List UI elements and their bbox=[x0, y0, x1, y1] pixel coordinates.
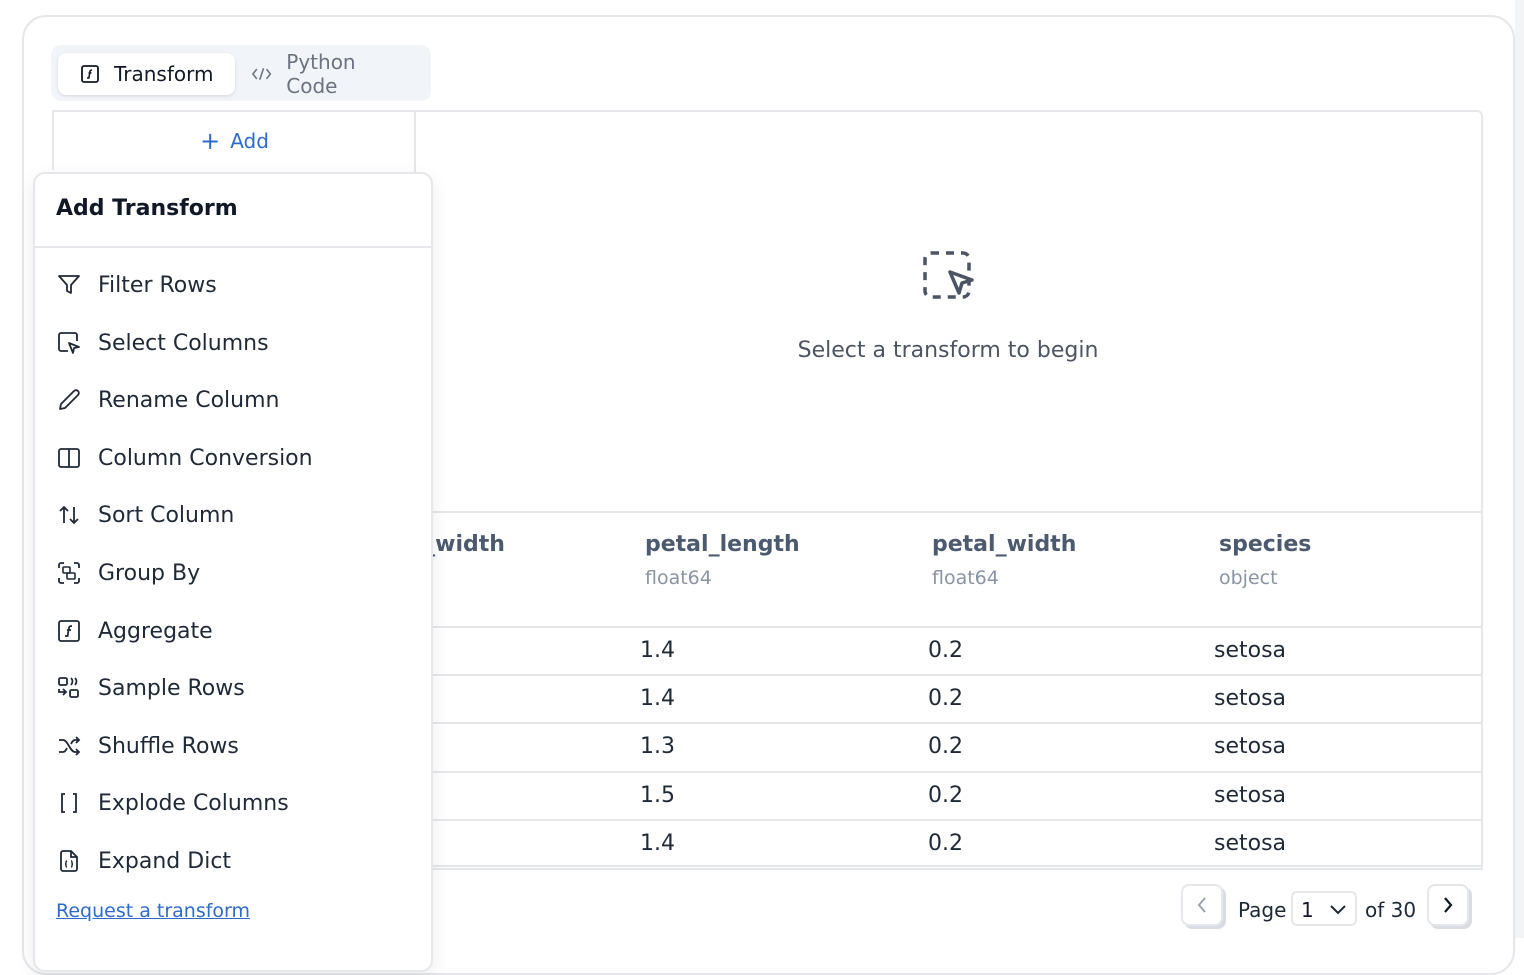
column-type: object bbox=[1219, 567, 1278, 589]
column-type: float64 bbox=[645, 567, 712, 589]
table-header-border bbox=[415, 511, 1482, 513]
column-type: float64 bbox=[932, 567, 999, 589]
table-row: 1.4 0.2 setosa bbox=[415, 674, 1482, 722]
brackets-icon bbox=[61, 793, 77, 813]
page-select[interactable]: 1 bbox=[1291, 891, 1357, 926]
pencil-icon bbox=[59, 389, 80, 410]
column-header[interactable]: petal_length bbox=[645, 532, 800, 557]
dropdown-title: Add Transform bbox=[56, 196, 238, 221]
table-row: 1.5 0.2 setosa bbox=[415, 771, 1482, 819]
scrollbar-track[interactable] bbox=[1515, 0, 1524, 938]
dashed-select-cursor-icon bbox=[923, 251, 974, 299]
table-row: 1.3 0.2 setosa bbox=[415, 722, 1482, 770]
prev-page-button[interactable] bbox=[1181, 884, 1223, 926]
group-icon bbox=[58, 562, 80, 584]
table-row: 1.4 0.2 setosa bbox=[415, 819, 1482, 867]
function-icon bbox=[81, 65, 99, 83]
column-header[interactable]: petal_width bbox=[932, 532, 1077, 557]
menu-item-column-conversion[interactable]: Column Conversion bbox=[56, 438, 313, 478]
chevron-left-icon bbox=[1197, 897, 1206, 913]
add-transform-button[interactable]: + Add bbox=[52, 110, 415, 170]
select-columns-icon bbox=[58, 332, 80, 354]
chevron-down-icon bbox=[1330, 905, 1346, 915]
tab-transform[interactable]: Transform bbox=[58, 53, 236, 95]
menu-item-expand-dict[interactable]: Expand Dict bbox=[56, 841, 231, 881]
page-count: of 30 bbox=[1365, 898, 1417, 922]
menu-item-filter-rows[interactable]: Filter Rows bbox=[56, 265, 217, 305]
column-header[interactable]: species bbox=[1219, 532, 1312, 557]
sample-icon bbox=[58, 677, 79, 698]
menu-item-sort-column[interactable]: Sort Column bbox=[56, 495, 234, 535]
function-icon bbox=[58, 620, 80, 642]
filter-icon bbox=[58, 275, 80, 294]
columns-icon bbox=[58, 448, 80, 468]
plus-icon: + bbox=[200, 127, 221, 155]
menu-item-aggregate[interactable]: Aggregate bbox=[56, 611, 213, 651]
shuffle-icon bbox=[59, 736, 81, 756]
tab-bar: Transform Python Code bbox=[51, 45, 431, 101]
table-row: 1.4 0.2 setosa bbox=[415, 626, 1482, 674]
code-icon bbox=[251, 67, 272, 81]
divider bbox=[35, 246, 431, 248]
chevron-right-icon bbox=[1444, 897, 1453, 913]
menu-item-select-columns[interactable]: Select Columns bbox=[56, 323, 269, 363]
next-page-button[interactable] bbox=[1427, 884, 1469, 926]
empty-state-text: Select a transform to begin bbox=[797, 338, 1099, 363]
menu-item-explode-columns[interactable]: Explode Columns bbox=[56, 783, 289, 823]
menu-item-group-by[interactable]: Group By bbox=[56, 553, 200, 593]
add-transform-dropdown: Add Transform Filter Rows Select Columns… bbox=[33, 172, 433, 972]
file-braces-icon bbox=[60, 850, 78, 872]
menu-item-shuffle-rows[interactable]: Shuffle Rows bbox=[56, 726, 239, 766]
menu-item-rename-column[interactable]: Rename Column bbox=[56, 380, 279, 420]
menu-item-sample-rows[interactable]: Sample Rows bbox=[56, 668, 245, 708]
tab-python-code[interactable]: Python Code bbox=[229, 50, 431, 98]
request-transform-link[interactable]: Request a transform bbox=[56, 900, 251, 922]
page-label: Page bbox=[1238, 898, 1287, 922]
sort-arrows-icon bbox=[59, 505, 79, 525]
